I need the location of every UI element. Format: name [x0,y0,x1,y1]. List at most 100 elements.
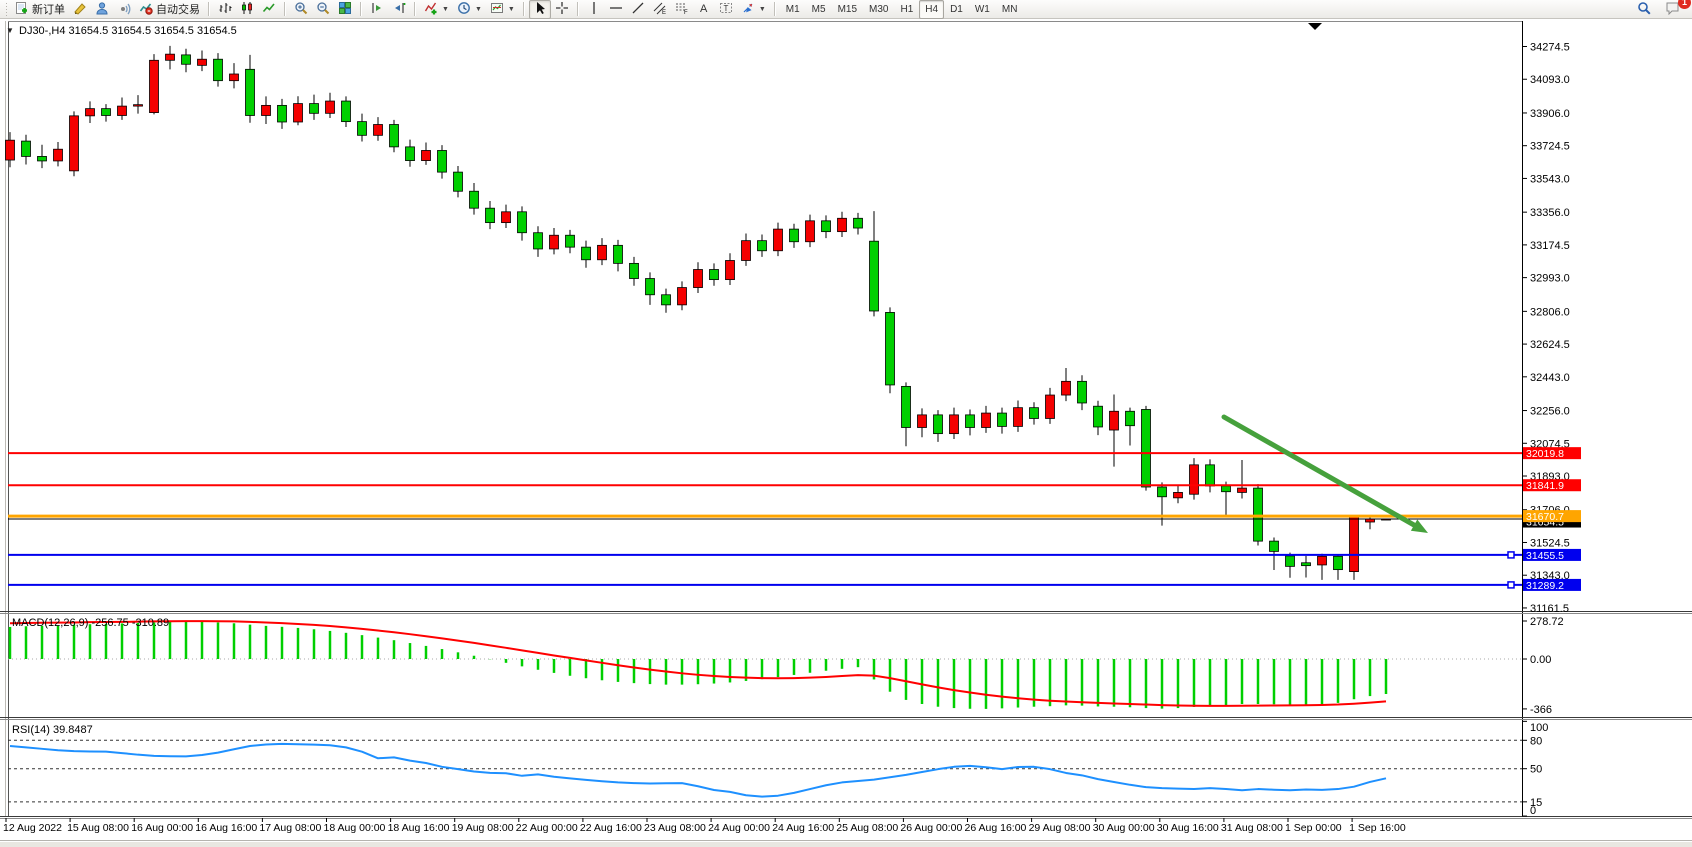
timeframe-m1-button[interactable]: M1 [785,3,800,15]
crosshair-icon [555,1,569,18]
candle-body [1205,464,1215,487]
price-label-box [1523,578,1581,591]
timeframe-m15-button[interactable]: M15 [837,3,858,15]
candle-body [1141,409,1151,488]
candle-body [181,54,191,65]
notifications-button[interactable]: 1 [1661,0,1691,19]
templates-button[interactable]: ▼ [486,0,519,19]
zoom-out-button[interactable] [312,0,334,19]
timeframe-h1-button[interactable]: H1 [900,3,914,15]
candle-body [997,412,1007,427]
chart-shift-marker[interactable] [1308,23,1322,30]
timeframe-h4-button[interactable]: H4 [919,0,945,19]
time-tick-label: 23 Aug 08:00 [644,822,706,834]
candle-body [277,104,287,123]
chart-canvas[interactable]: 34274.5 34093.0 33906.0 33724.5 33543.0 33356… [0,19,1692,842]
time-tick-label: 12 Aug 2022 [3,822,62,834]
timeframe-m5-button[interactable]: M5 [811,3,826,15]
profile-button[interactable] [91,0,113,19]
text-button[interactable]: A [693,0,715,19]
indicators-button[interactable]: ▼ [420,0,453,19]
chevron-down-icon: ▼ [758,5,766,13]
timeframe-w1-button[interactable]: W1 [974,3,990,15]
tile-windows-button[interactable] [334,0,356,19]
candle-body [1093,405,1103,428]
svg-text:A: A [700,3,708,15]
candle-body [117,105,127,116]
trend-arrow-head[interactable] [1410,519,1428,533]
candle-body [1157,486,1167,498]
arrows-button[interactable]: ▼ [737,0,770,19]
candle-body [517,211,527,234]
new-order-button[interactable]: 新订单 [11,0,69,19]
time-tick-label: 17 Aug 08:00 [259,822,321,834]
cursor-button[interactable] [528,0,551,19]
candle-body [933,414,943,435]
zoom-in-button[interactable] [290,0,312,19]
price-tick-label: 33356.0 [1530,207,1570,219]
price-label-box [1523,548,1581,561]
hline-icon [609,1,623,18]
timeframe-mn-button[interactable]: MN [1001,3,1018,15]
timeframe-m30-button[interactable]: M30 [869,3,889,15]
chart-window: 34274.5 34093.0 33906.0 33724.5 33543.0 33356… [0,19,1692,842]
candle-body [1333,555,1343,571]
line-handle[interactable] [1507,581,1515,589]
time-tick-label: 1 Sep 00:00 [1285,822,1342,834]
search-button[interactable] [1633,0,1655,19]
line-handle[interactable] [1507,551,1515,559]
svg-text:E: E [662,10,666,15]
trend-arrow[interactable] [1221,414,1417,528]
candle-body [165,53,175,61]
rsi-line [9,742,1387,798]
vertical-line-button[interactable] [583,0,605,19]
cursor-icon [533,1,547,18]
candle-body [389,124,399,148]
new-order-button-label: 新订单 [32,4,65,16]
time-tick-label: 29 Aug 08:00 [1029,822,1091,834]
candle-body [1301,562,1311,567]
time-tick-label: 16 Aug 00:00 [131,822,193,834]
crosshair-button[interactable] [551,0,573,19]
price-tick-label: 34274.5 [1530,42,1570,54]
horizontal-line-button[interactable] [605,0,627,19]
rsi-tick-label: 80 [1530,735,1542,747]
candle-body [917,414,927,428]
equidistant-channel-button[interactable]: E [649,0,671,19]
toolbar-separator [522,2,525,16]
price-label-text: 31455.5 [1526,550,1564,562]
price-label-text: 31841.9 [1526,480,1564,492]
auto-trading-button-label: 自动交易 [156,4,200,16]
candle-body [213,58,223,82]
bar-chart-button[interactable] [214,0,236,19]
candle-body [821,220,831,233]
candle-body [229,73,239,82]
fibonacci-button[interactable]: F [671,0,693,19]
trendline-button[interactable] [627,0,649,19]
candle-body [837,217,847,233]
price-label-text: 31670.7 [1526,511,1564,523]
chart-shift-button[interactable] [388,0,410,19]
toolbar-separator [773,2,776,16]
candlestick-chart-button[interactable] [236,0,258,19]
price-tick-label: 32256.0 [1530,406,1570,418]
text-label-button[interactable]: T [715,0,737,19]
timeframe-d1-button[interactable]: D1 [950,3,963,15]
zoom-in-icon [294,1,308,18]
candle-body [5,139,15,161]
candle-body [405,146,415,161]
signals-button[interactable] [113,0,135,19]
auto-scroll-button[interactable] [366,0,388,19]
time-tick-label: 16 Aug 16:00 [195,822,257,834]
candle-body [245,68,255,116]
auto-trading-button[interactable]: 自动交易 [135,0,204,19]
line-chart-button[interactable] [258,0,280,19]
styles-button[interactable] [69,0,91,19]
candle-body [149,59,159,114]
periods-button[interactable]: ▼ [453,0,486,19]
candle-body [1029,407,1039,419]
collapse-icon[interactable]: ▼ [6,26,14,35]
candle-body [949,414,959,435]
time-tick-label: 30 Aug 16:00 [1157,822,1219,834]
candle-body [21,140,31,157]
